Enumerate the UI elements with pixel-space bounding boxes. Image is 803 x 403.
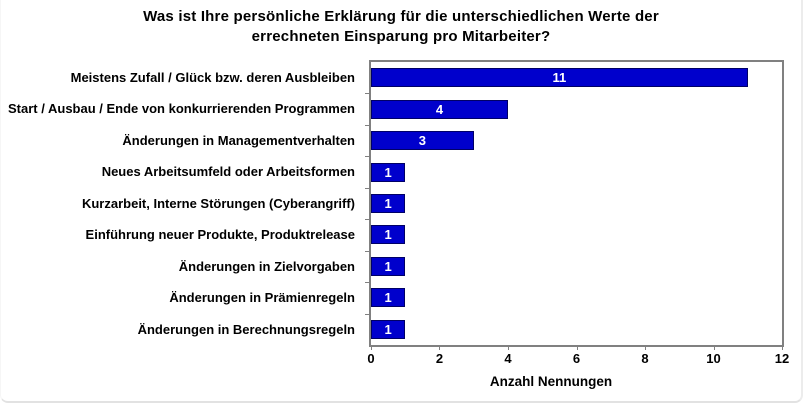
x-axis-tick [439, 345, 441, 350]
bar-value-label: 4 [435, 101, 444, 117]
bar-series: 11 4 3 1 1 1 1 1 1 [371, 62, 782, 345]
category-label: Start / Ausbau / Ende von konkurrierende… [8, 101, 355, 117]
bar: 11 [371, 68, 748, 88]
y-axis-tick [365, 313, 371, 315]
chart-title: Was ist Ihre persönliche Erklärung für d… [1, 7, 801, 47]
category-label: Änderungen in Managementverhalten [122, 132, 355, 148]
y-axis-ticks [365, 62, 371, 345]
bar: 1 [371, 162, 406, 182]
bar: 3 [371, 131, 474, 151]
bar-value-label: 1 [384, 227, 392, 243]
bar: 1 [371, 225, 406, 245]
category-axis-labels: Meistens Zufall / Glück bzw. deren Ausbl… [1, 62, 363, 345]
x-tick-label: 10 [706, 351, 721, 366]
x-axis-tick [507, 345, 509, 350]
bar-value-label: 1 [384, 321, 392, 337]
category-label: Einführung neuer Produkte, Produktreleas… [85, 227, 355, 243]
bar: 1 [371, 288, 406, 308]
bar-value-label: 3 [418, 133, 426, 149]
bar: 4 [371, 99, 508, 119]
x-axis-tick [713, 345, 715, 350]
y-axis-tick [365, 282, 371, 284]
x-tick-label: 4 [504, 351, 512, 366]
category-label: Kurzarbeit, Interne Störungen (Cyberangr… [81, 195, 355, 211]
x-tick-label: 6 [572, 351, 581, 366]
x-tick-label: 0 [367, 351, 375, 366]
category-label: Neues Arbeitsumfeld oder Arbeitsformen [101, 164, 355, 180]
bar-value-label: 1 [384, 196, 392, 211]
category-label: Änderungen in Berechnungsregeln [137, 321, 355, 337]
category-label: Meistens Zufall / Glück bzw. deren Ausbl… [70, 70, 355, 85]
category-label: Änderungen in Prämienregeln [169, 290, 355, 306]
y-axis-tick [365, 156, 371, 158]
bar: 1 [371, 319, 406, 339]
chart-title-line-1: Was ist Ihre persönliche Erklärung für d… [143, 8, 659, 25]
bar: 1 [371, 194, 406, 213]
x-axis-ticks [371, 345, 783, 350]
x-axis-tick [782, 345, 783, 350]
x-tick-label: 12 [774, 351, 790, 366]
y-axis-tick [365, 187, 371, 189]
x-axis-tick-labels: 0 2 4 6 8 10 12 [367, 351, 789, 366]
x-tick-label: 2 [435, 351, 444, 366]
y-axis-tick [365, 93, 371, 95]
bar-value-label: 11 [552, 70, 567, 86]
bar-value-label: 1 [384, 290, 392, 306]
x-axis-tick [576, 345, 578, 350]
y-axis-tick [365, 124, 371, 126]
chart-title-line-2: errechneten Einsparung pro Mitarbeiter? [251, 28, 551, 45]
bar-value-label: 1 [384, 164, 392, 180]
y-axis-tick [365, 219, 371, 221]
x-axis-title: Anzahl Nennungen [489, 374, 613, 389]
x-tick-label: 8 [641, 351, 649, 366]
x-axis-tick [371, 345, 372, 350]
y-axis-tick [365, 250, 371, 252]
category-label: Änderungen in Zielvorgaben [178, 258, 355, 274]
x-axis-tick [644, 345, 646, 350]
bar: 1 [371, 256, 406, 276]
bar-value-label: 1 [384, 258, 392, 274]
